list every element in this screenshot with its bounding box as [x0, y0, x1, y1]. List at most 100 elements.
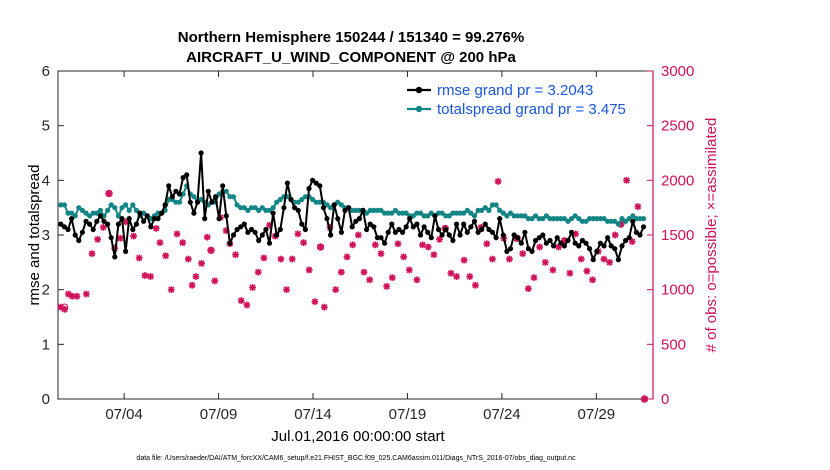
- totalspread-point: [335, 199, 341, 205]
- rmse-point: [561, 243, 568, 249]
- totalspread-point: [105, 207, 111, 213]
- totalspread-point: [439, 210, 445, 216]
- obs-assimilated-marker: [424, 243, 432, 251]
- left-y-axis-label: rmse and totalspread: [26, 165, 43, 306]
- totalspread-point: [317, 199, 323, 205]
- rmse-point: [612, 246, 618, 252]
- rmse-point: [360, 207, 366, 213]
- obs-assimilated-marker: [232, 251, 239, 259]
- rmse-point: [320, 205, 326, 211]
- totalspread-point: [403, 210, 409, 216]
- totalspread-point: [94, 210, 100, 216]
- rmse-point: [230, 232, 237, 238]
- obs-assimilated-marker: [152, 225, 160, 232]
- totalspread-point: [302, 194, 308, 200]
- rmse-point: [191, 210, 197, 216]
- totalspread-point: [615, 221, 622, 227]
- totalspread-point: [69, 210, 75, 216]
- totalspread-point: [173, 199, 179, 205]
- totalspread-point: [230, 194, 237, 200]
- totalspread-point: [493, 202, 499, 208]
- rmse-point: [482, 221, 488, 227]
- totalspread-point: [554, 216, 560, 222]
- left-y-tick-label: 0: [42, 391, 50, 408]
- obs-assimilated-marker: [377, 250, 385, 257]
- obs-assimilated-marker: [383, 282, 391, 290]
- obs-assimilated-marker: [283, 286, 290, 294]
- obs-assimilated-marker: [179, 239, 187, 247]
- obs-assimilated-marker: [343, 253, 351, 261]
- rmse-point: [579, 237, 586, 244]
- rmse-point: [608, 243, 614, 249]
- rmse-point: [241, 221, 247, 227]
- obs-assimilated-marker: [430, 251, 438, 259]
- rmse-point: [202, 216, 208, 222]
- rmse-point: [533, 237, 539, 244]
- totalspread-point: [453, 210, 460, 216]
- rmse-point: [619, 243, 625, 249]
- totalspread-point: [238, 205, 244, 211]
- totalspread-point: [522, 213, 528, 219]
- obs-assimilated-marker: [405, 266, 413, 274]
- obs-assimilated-marker: [288, 255, 296, 263]
- rmse-point: [144, 213, 150, 219]
- rmse-point: [87, 221, 93, 227]
- totalspread-point: [457, 210, 463, 216]
- totalspread-point: [79, 207, 85, 213]
- obs-possible-marker: [60, 303, 69, 311]
- rmse-point: [216, 216, 222, 222]
- obs-assimilated-marker: [536, 243, 544, 251]
- obs-assimilated-marker: [413, 276, 421, 284]
- obs-assimilated-marker: [188, 281, 196, 289]
- rmse-point: [453, 221, 460, 227]
- rmse-point: [72, 232, 78, 238]
- totalspread-point: [256, 207, 262, 213]
- totalspread-point: [115, 213, 121, 219]
- totalspread-point: [90, 210, 96, 216]
- totalspread-point: [623, 218, 629, 224]
- totalspread-point: [471, 213, 478, 219]
- totalspread-point: [112, 205, 118, 211]
- rmse-point: [205, 188, 211, 194]
- obs-assimilated-marker: [184, 255, 192, 263]
- totalspread-point: [482, 205, 488, 211]
- rmse-point: [173, 188, 179, 194]
- obs-assimilated-marker: [99, 223, 107, 231]
- totalspread-point: [119, 205, 125, 211]
- rmse-point: [637, 232, 643, 238]
- totalspread-point: [396, 210, 402, 216]
- legend-rmse-marker: [415, 86, 423, 94]
- totalspread-point: [97, 207, 103, 213]
- obs-assimilated-marker: [207, 246, 215, 254]
- totalspread-point: [385, 210, 391, 216]
- totalspread-point: [518, 213, 524, 219]
- rmse-point: [500, 232, 506, 238]
- rmse-point: [364, 226, 370, 233]
- totalspread-point: [141, 210, 147, 216]
- totalspread-point: [547, 216, 553, 222]
- rmse-point: [551, 243, 557, 249]
- totalspread-point: [461, 210, 467, 216]
- obs-assimilated-marker: [260, 254, 268, 262]
- totalspread-point: [475, 207, 481, 213]
- totalspread-point: [428, 210, 434, 216]
- totalspread-point: [464, 207, 470, 213]
- rmse-point: [180, 175, 186, 181]
- totalspread-point: [587, 216, 593, 222]
- obs-possible-marker: [640, 395, 649, 403]
- x-tick-label: 07/04: [105, 406, 143, 423]
- obs-assimilated-marker: [82, 290, 90, 298]
- rmse-point: [194, 199, 201, 205]
- totalspread-point: [356, 207, 362, 213]
- rmse-point: [385, 229, 391, 235]
- totalspread-point: [133, 207, 139, 213]
- totalspread-point: [263, 207, 269, 213]
- totalspread-point: [338, 202, 344, 208]
- rmse-point: [601, 243, 607, 249]
- rmse-point: [227, 240, 233, 246]
- obs-assimilated-marker: [88, 250, 96, 257]
- rmse-point: [421, 224, 427, 230]
- totalspread-point: [605, 218, 611, 224]
- rmse-point: [407, 216, 413, 222]
- right-y-tick-label: 2000: [661, 172, 694, 189]
